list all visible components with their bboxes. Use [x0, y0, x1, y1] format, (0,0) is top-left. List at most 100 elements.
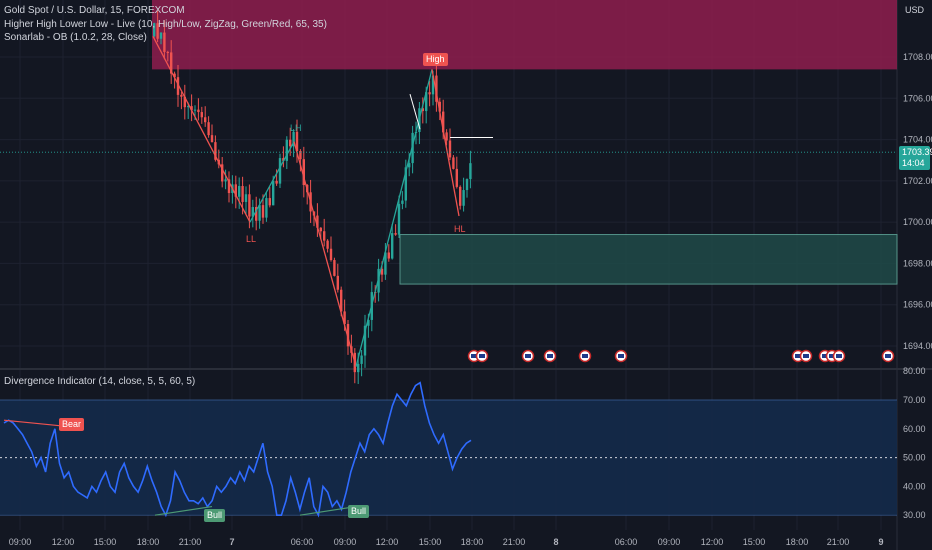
candle-body: [448, 140, 452, 158]
candle-body: [333, 260, 336, 276]
osc-tick-label: 50.00: [903, 453, 926, 463]
oscillator-line: [3, 381, 472, 518]
candle-body: [272, 180, 275, 206]
time-tick-label: 12:00: [52, 537, 75, 547]
candle-body: [289, 139, 292, 147]
candle-body: [438, 101, 441, 112]
candle-body: [329, 248, 333, 261]
time-tick-label: 9: [878, 537, 883, 547]
ll-label: LL: [246, 234, 257, 244]
lh-label: LH: [290, 123, 302, 133]
candle-body: [255, 207, 258, 221]
candle-body: [295, 131, 299, 151]
candle-body: [340, 289, 343, 312]
bear-divergence-line: [3, 419, 63, 427]
time-tick-label: 18:00: [461, 537, 484, 547]
candle-body: [204, 117, 207, 123]
ob-line: [409, 94, 421, 130]
candle-body: [336, 275, 339, 290]
economic-events[interactable]: [467, 349, 895, 363]
candle-body: [319, 227, 322, 232]
time-tick-label: 21:00: [503, 537, 526, 547]
candle-body: [265, 198, 268, 218]
divergence-pane: [0, 381, 897, 518]
time-tick-label: 15:00: [94, 537, 117, 547]
zigzag-segment: [355, 69, 433, 367]
us-flag-event-icon: [799, 349, 813, 363]
candle-body: [442, 111, 445, 133]
candle-body: [421, 108, 424, 112]
candle-body: [316, 215, 319, 228]
price-tick-label: 1696.00: [903, 300, 932, 310]
price-axis[interactable]: 1708.00 1706.00 1704.00 1702.00 1700.00 1698.…: [0, 52, 932, 520]
candle-body: [268, 198, 271, 206]
candle-body: [380, 268, 384, 275]
candle-body: [163, 32, 166, 52]
last-price-badge: 1703.39 14:04: [899, 146, 932, 170]
indicator-hhll-legend[interactable]: Higher High Lower Low - Live (10, High/L…: [4, 19, 327, 30]
candle-body: [299, 150, 302, 160]
time-tick-label: 09:00: [334, 537, 357, 547]
time-tick-label: 06:00: [291, 537, 314, 547]
candle-body: [166, 51, 169, 53]
zigzag-segment: [152, 36, 251, 223]
bull-divergence-line: [299, 505, 357, 516]
candle-body: [452, 157, 455, 169]
candle-body: [411, 132, 414, 164]
candle-body: [234, 184, 237, 197]
candle-body: [384, 252, 387, 275]
candle-body: [469, 163, 472, 180]
candle-body: [401, 200, 404, 204]
time-tick-label: 21:00: [827, 537, 850, 547]
candle-body: [197, 109, 200, 113]
candle-body: [343, 311, 346, 324]
zigzag-segment: [431, 69, 460, 217]
time-tick-label: 7: [229, 537, 234, 547]
us-flag-event-icon: [475, 349, 489, 363]
bull-divergence-label-1: Bull: [204, 509, 226, 522]
candle-body: [193, 109, 197, 111]
candle-body: [367, 319, 370, 326]
us-flag-event-icon: [521, 349, 535, 363]
zigzag-lines: [152, 36, 493, 367]
price-tick-label: 1698.00: [903, 258, 932, 268]
candle-body: [170, 52, 173, 74]
candle-body: [425, 92, 428, 112]
candle-body: [397, 203, 401, 235]
candle-body: [159, 32, 163, 39]
candle-body: [462, 190, 465, 206]
divergence-legend[interactable]: Divergence Indicator (14, close, 5, 5, 6…: [4, 376, 196, 387]
time-tick-label: 09:00: [658, 537, 681, 547]
candle-body: [459, 186, 462, 206]
price-tick-label: 1706.00: [903, 93, 932, 103]
candle-body: [445, 132, 448, 141]
candle-body: [176, 77, 180, 95]
indicator-ob-legend[interactable]: Sonarlab - OB (1.0.2, 28, Close): [4, 32, 147, 43]
time-tick-label: 18:00: [137, 537, 160, 547]
candle-body: [435, 75, 438, 102]
candle-body: [238, 186, 241, 197]
candle-body: [248, 194, 251, 217]
time-tick-label: 21:00: [179, 537, 202, 547]
time-tick-label: 12:00: [701, 537, 724, 547]
hl-label: HL: [454, 224, 466, 234]
candle-body: [153, 23, 156, 37]
candle-body: [180, 94, 183, 97]
candle-body: [173, 73, 176, 78]
time-axis[interactable]: 09:00 12:00 15:00 18:00 21:00 7 06:00 09:00 12:0…: [9, 537, 884, 547]
time-tick-label: 8: [553, 537, 558, 547]
time-tick-label: 15:00: [743, 537, 766, 547]
candle-body: [285, 139, 288, 161]
time-tick-label: 15:00: [419, 537, 442, 547]
symbol-title: Gold Spot / U.S. Dollar, 15, FOREXCOM: [4, 5, 185, 16]
us-flag-event-icon: [881, 349, 895, 363]
time-tick-label: 06:00: [615, 537, 638, 547]
candle-body: [431, 75, 435, 95]
candle-body: [363, 325, 367, 356]
candle-body: [360, 355, 363, 364]
price-tick-label: 1704.00: [903, 135, 932, 145]
us-flag-event-icon: [543, 349, 557, 363]
price-tick-label: 1702.00: [903, 176, 932, 186]
candle-body: [428, 92, 431, 95]
